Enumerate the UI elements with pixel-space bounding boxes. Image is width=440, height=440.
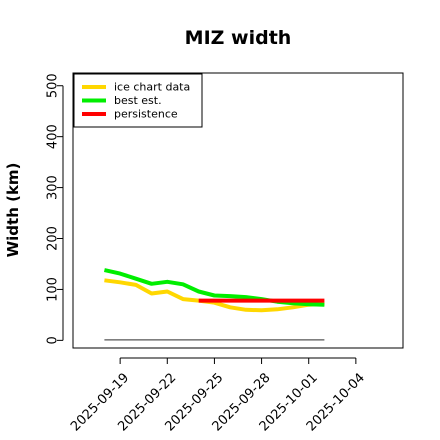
series-line-ice-chart-data: [104, 278, 325, 313]
y-tick-label: 300: [46, 175, 61, 200]
series-layer: [103, 268, 325, 341]
y-axis-label: Width (km): [4, 163, 22, 258]
plot-frame: [72, 72, 404, 349]
y-tick-label: 200: [46, 226, 61, 251]
chart-title: MIZ width: [185, 27, 292, 49]
legend-label: best est.: [114, 94, 162, 107]
y-tick-label: 100: [46, 277, 61, 302]
y-tick-label: 500: [46, 73, 61, 98]
legend-label: ice chart data: [114, 81, 190, 94]
legend-label: persistence: [114, 108, 178, 121]
y-axis: 0 100 200 300 400 500: [46, 73, 64, 345]
y-tick-label: 400: [46, 124, 61, 149]
y-tick-label: 0: [46, 336, 61, 344]
series-line-best-est: [103, 268, 325, 307]
